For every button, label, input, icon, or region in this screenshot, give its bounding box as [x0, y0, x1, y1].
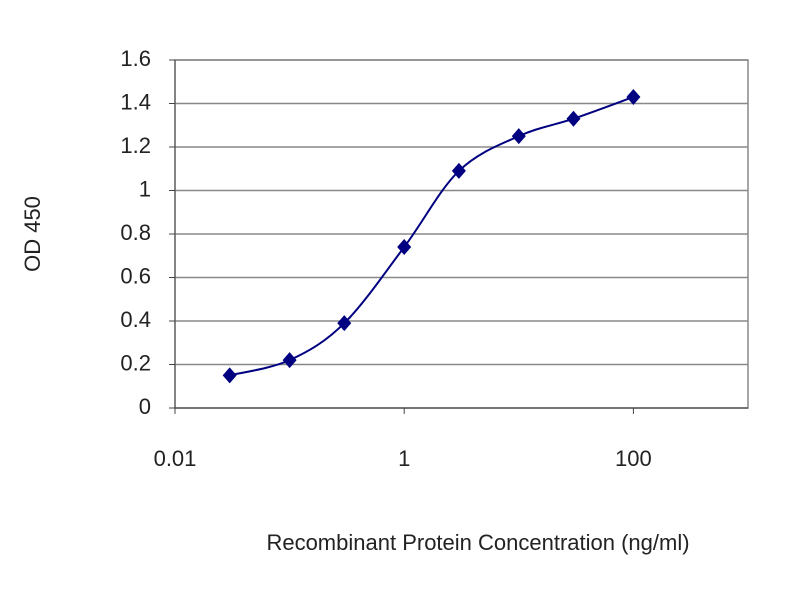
y-tick-label: 0.6 [120, 263, 151, 288]
point [397, 239, 412, 256]
y-tick-label: 1.2 [120, 133, 151, 158]
point [451, 162, 466, 179]
point [511, 128, 526, 145]
x-tick-label: 100 [615, 446, 652, 471]
x-tick-label: 1 [398, 446, 410, 471]
x-tick-label: 0.01 [154, 446, 197, 471]
y-tick-label: 1.4 [120, 89, 151, 114]
y-tick-label: 0 [139, 394, 151, 419]
y-tick-label: 0.8 [120, 220, 151, 245]
y-tick-label: 1.6 [120, 46, 151, 71]
point [566, 110, 581, 127]
y-tick-label: 0.4 [120, 307, 151, 332]
x-axis-title: Recombinant Protein Concentration (ng/ml… [266, 530, 689, 555]
point [626, 88, 641, 105]
point [337, 315, 352, 332]
point [282, 352, 297, 369]
point [222, 367, 237, 384]
y-axis-title: OD 450 [20, 196, 45, 272]
y-tick-label: 1 [139, 176, 151, 201]
y-tick-label: 0.2 [120, 350, 151, 375]
curve [229, 96, 634, 377]
